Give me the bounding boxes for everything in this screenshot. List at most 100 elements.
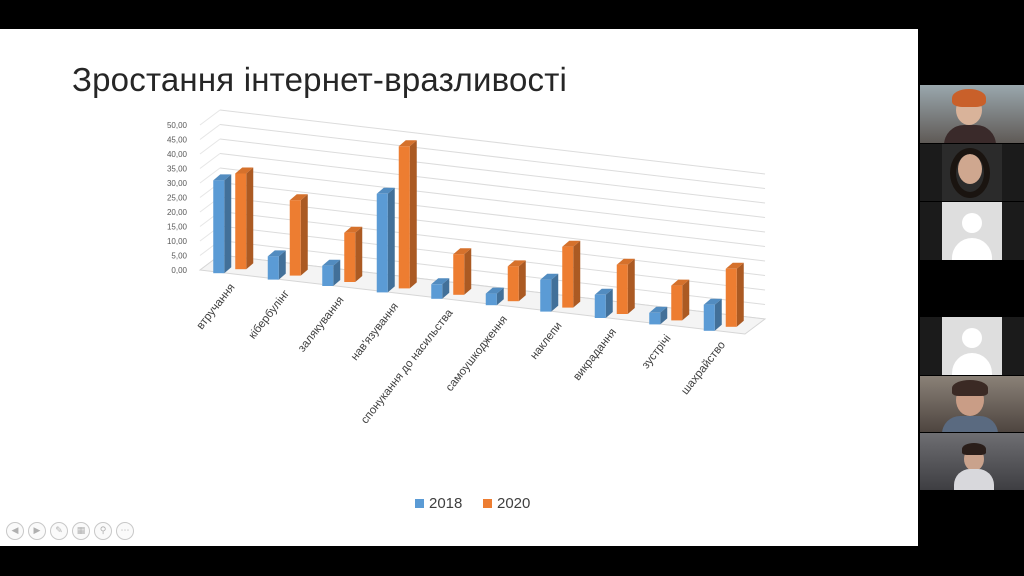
- participant-video[interactable]: [920, 433, 1024, 490]
- bar-2018-top: [431, 278, 450, 285]
- participant-panel: [920, 85, 1024, 490]
- bar-2020-side: [627, 258, 635, 314]
- bar-2018-top: [594, 288, 613, 295]
- y-tick-label: 25,00: [167, 194, 188, 203]
- bar-2018-top: [213, 174, 232, 181]
- gridline: [219, 211, 766, 276]
- bar-2018: [649, 312, 661, 325]
- bar-2018-top: [540, 273, 559, 280]
- category-label: кібербулінг: [247, 288, 292, 341]
- bar-2018: [431, 284, 443, 299]
- bar-2020: [235, 173, 247, 270]
- bar-2020: [671, 285, 683, 321]
- bar-2018-side: [660, 306, 668, 325]
- bar-2018: [485, 293, 497, 306]
- gridline: [219, 138, 766, 204]
- gridline: [219, 109, 766, 175]
- participant-video[interactable]: [920, 144, 1024, 201]
- bar-2020-top: [398, 140, 417, 147]
- bar-2018-side: [387, 187, 395, 293]
- gridline: [219, 124, 766, 189]
- slides-icon[interactable]: ▦: [72, 522, 90, 540]
- bar-2020: [289, 200, 301, 276]
- legend-label-2018: 2018: [429, 495, 462, 512]
- bar-2020-side: [736, 262, 744, 327]
- legend-swatch-2018: [415, 499, 424, 508]
- category-label: самоушкодження: [444, 314, 510, 394]
- bar-2018: [703, 304, 715, 331]
- bar-2020-top: [453, 248, 472, 255]
- y-tick-label: 5,00: [171, 252, 187, 261]
- participant-video[interactable]: [920, 85, 1024, 143]
- bar-2020-top: [507, 260, 526, 267]
- bar-2020: [616, 264, 628, 314]
- participant-avatar[interactable]: [920, 317, 1024, 375]
- bar-2018: [322, 265, 334, 286]
- bar-2020-side: [682, 279, 690, 321]
- gridline: [219, 167, 766, 233]
- bar-2018-side: [278, 250, 286, 280]
- bar-2020-top: [289, 194, 308, 201]
- bar-chart: 0,00 5,00 10,00 15,00 20,00 25,00 30,00 35,00 40…: [167, 109, 767, 512]
- gridline: [219, 196, 766, 262]
- gridline: [219, 182, 766, 247]
- bar-2020-side: [355, 226, 363, 282]
- bar-2020-top: [562, 240, 581, 247]
- bar-2020: [398, 146, 410, 289]
- bar-2020-side: [573, 240, 581, 308]
- bar-2018-top: [376, 187, 395, 194]
- more-icon[interactable]: ⋯: [116, 522, 134, 540]
- slide-title: Зростання інтернет-вразливості: [72, 61, 568, 98]
- bar-2020-top: [344, 226, 363, 233]
- slide-toolbar: ◀ ▶ ✎ ▦ ⚲ ⋯: [6, 522, 134, 540]
- bar-2018: [594, 294, 606, 318]
- participant-video[interactable]: [920, 376, 1024, 432]
- bar-2020: [344, 232, 356, 282]
- bar-2018-top: [649, 306, 668, 313]
- gridline: [199, 109, 221, 126]
- bar-2018-side: [333, 259, 341, 286]
- gridline: [199, 124, 221, 140]
- bar-2018-top: [485, 287, 504, 294]
- bar-2018-side: [442, 278, 450, 299]
- bar-2020-side: [246, 167, 254, 270]
- bar-2020: [507, 266, 519, 302]
- bar-2018: [376, 193, 388, 293]
- zoom-icon[interactable]: ⚲: [94, 522, 112, 540]
- category-label: наклепи: [528, 320, 564, 362]
- gridline: [219, 225, 766, 291]
- bar-2020-top: [235, 167, 254, 174]
- bar-2018: [540, 279, 552, 312]
- y-tick-label: 15,00: [167, 223, 188, 232]
- category-label: залякування: [296, 294, 347, 354]
- category-label: шахрайство: [679, 339, 728, 397]
- category-label: нав'язування: [349, 301, 401, 363]
- y-tick-label: 30,00: [167, 179, 188, 188]
- bar-2018-side: [224, 174, 232, 274]
- next-slide-icon[interactable]: ▶: [28, 522, 46, 540]
- bar-2018-top: [703, 298, 722, 305]
- y-tick-label: 40,00: [167, 150, 188, 159]
- bar-2020-top: [671, 279, 690, 286]
- bar-2020: [725, 268, 737, 327]
- pen-icon[interactable]: ✎: [50, 522, 68, 540]
- y-tick-label: 35,00: [167, 165, 188, 174]
- bar-2018-side: [714, 298, 722, 331]
- previous-slide-icon[interactable]: ◀: [6, 522, 24, 540]
- gridline: [199, 167, 221, 184]
- legend-label-2020: 2020: [497, 495, 530, 512]
- y-tick-label: 45,00: [167, 136, 188, 145]
- category-label: втручання: [195, 282, 238, 332]
- bar-2020-side: [409, 140, 417, 289]
- avatar: [942, 202, 1002, 260]
- bar-2020: [562, 246, 574, 308]
- bar-2020-top: [725, 262, 744, 269]
- bar-2018-top: [322, 259, 341, 266]
- participant-avatar[interactable]: [920, 202, 1024, 260]
- bar-2018: [213, 180, 225, 274]
- gridline: [199, 138, 221, 155]
- bar-2018-top: [267, 250, 286, 257]
- y-tick-label: 20,00: [167, 208, 188, 217]
- avatar: [942, 317, 1002, 375]
- bar-2020-top: [616, 258, 635, 265]
